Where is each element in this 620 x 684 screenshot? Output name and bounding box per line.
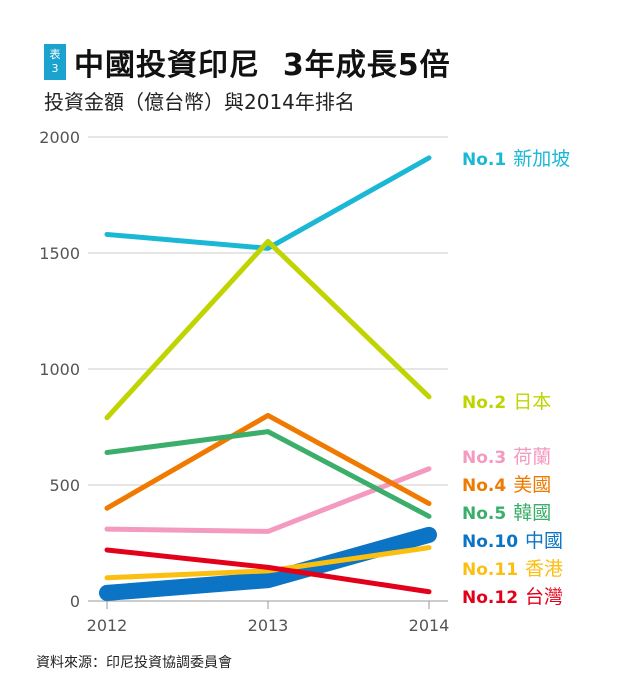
- series-lines: [99, 155, 437, 601]
- y-tick-label-1500: 1500: [39, 244, 80, 263]
- y-tick-label-2000: 2000: [39, 128, 80, 147]
- series-rank: No.10: [462, 532, 518, 552]
- source-note: 資料來源：印尼投資協調委員會: [36, 655, 232, 671]
- series-line-7: [104, 545, 432, 581]
- series-name: 韓國: [513, 502, 551, 524]
- series-label-6: No.10 中國: [462, 530, 563, 552]
- series-name: 中國: [525, 530, 563, 552]
- series-label-1: No.1 新加坡: [462, 148, 570, 170]
- series-name: 台灣: [525, 586, 563, 608]
- series-rank: No.4: [462, 476, 506, 496]
- series-line-8: [104, 547, 432, 595]
- series-rank: No.2: [462, 393, 506, 413]
- series-label-2: No.2 日本: [462, 391, 551, 413]
- x-tick-label-2014: 2014: [409, 616, 450, 635]
- y-tick-label-500: 500: [49, 476, 80, 495]
- series-name: 香港: [525, 558, 563, 580]
- series-name: 美國: [513, 474, 551, 496]
- series-line-2: [104, 238, 432, 421]
- series-rank: No.11: [462, 560, 518, 580]
- series-label-3: No.3 荷蘭: [462, 446, 551, 468]
- series-line-1: [104, 155, 432, 251]
- table-number-tag: 表 3: [44, 44, 66, 80]
- y-tick-label-1000: 1000: [39, 360, 80, 379]
- series-name: 荷蘭: [513, 446, 551, 468]
- series-line-4: [104, 412, 432, 511]
- series-label-7: No.11 香港: [462, 558, 563, 580]
- x-axis-ticks: 2012 2013 2014: [87, 601, 450, 635]
- series-rank: No.1: [462, 150, 506, 170]
- tag-number: 3: [51, 62, 59, 75]
- x-tick-label-2012: 2012: [87, 616, 128, 635]
- series-label-5: No.5 韓國: [462, 502, 551, 524]
- series-label-8: No.12 台灣: [462, 586, 563, 608]
- chart-header: 表 3 中國投資印尼 3年成長5倍: [44, 40, 451, 84]
- y-axis-ticks: 0 500 1000 1500 2000: [39, 128, 80, 611]
- x-tick-label-2013: 2013: [248, 616, 289, 635]
- series-line-5: [104, 429, 432, 519]
- chart-title: 中國投資印尼 3年成長5倍: [74, 48, 451, 83]
- series-line-6: [99, 526, 437, 601]
- series-name: 日本: [513, 391, 551, 413]
- y-tick-label-0: 0: [70, 592, 80, 611]
- chart-subtitle: 投資金額（億台幣）與2014年排名: [44, 90, 355, 114]
- series-rank: No.5: [462, 504, 506, 524]
- series-rank: No.12: [462, 588, 518, 608]
- series-rank: No.3: [462, 448, 506, 468]
- series-label-4: No.4 美國: [462, 474, 551, 496]
- series-name: 新加坡: [513, 148, 570, 170]
- tag-label: 表: [49, 48, 61, 61]
